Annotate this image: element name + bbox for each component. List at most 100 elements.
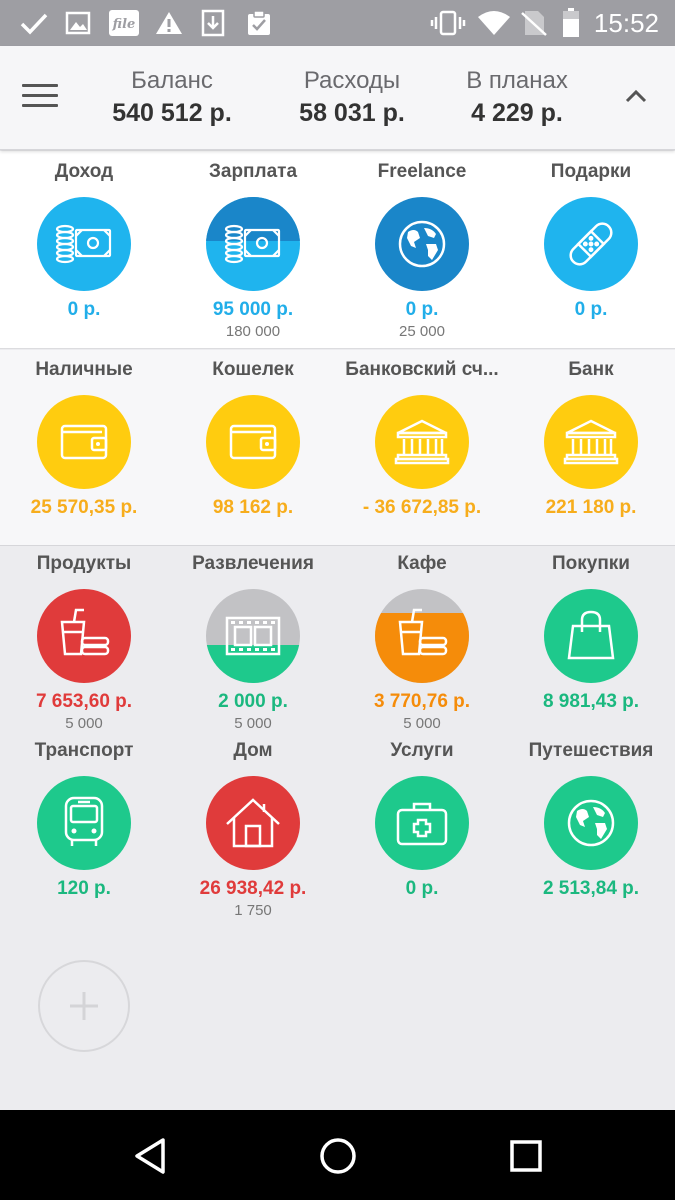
expense-circle [37,776,131,870]
shopping-bag-icon [567,610,615,660]
expense-name: Продукты [36,553,132,574]
account-name: Наличные [35,359,133,380]
money-icon [55,224,112,264]
account-item-koshelek[interactable]: Кошелек 98 162 р. [169,358,337,520]
status-bar: file 15:52 [0,0,675,46]
expense-amount: 0 р. [405,878,439,899]
expense-amount: 8 981,43 р. [542,691,640,712]
account-circle [375,395,469,489]
wifi-icon [476,9,512,37]
account-item-bank-account[interactable]: Банковский сч... - 36 672,85 р. [338,358,506,520]
account-name: Кошелек [212,359,294,380]
expense-name: Дом [233,740,273,761]
income-name: Подарки [550,161,632,182]
recents-icon [510,1140,542,1172]
account-amount: - 36 672,85 р. [362,497,482,518]
income-item-zarplata[interactable]: Зарплата 95 000 р. 180 000 [169,160,337,342]
account-amount: 98 162 р. [212,497,294,518]
balance-summary[interactable]: Баланс 540 512 р. [104,66,240,130]
food-icon [60,608,110,656]
wallet-icon [229,424,277,460]
expense-circle [375,776,469,870]
account-name: Банк [568,359,614,380]
collapse-button[interactable] [623,84,649,110]
balance-label: Баланс [131,67,213,94]
money-icon [224,224,281,264]
expense-name: Кафе [397,553,447,574]
expenses-section: Продукты 7 653,60 р. 5 000 Развлечения 2… [0,547,675,1110]
wallet-icon [60,424,108,460]
expense-circle [544,776,638,870]
balance-value: 540 512 р. [112,99,232,127]
expense-item-uslugi[interactable]: Услуги 0 р. [338,739,506,901]
food-icon [398,608,448,656]
expense-amount: 7 653,60 р. [35,691,133,712]
expenses-label: Расходы [303,67,401,94]
planned-summary[interactable]: В планах 4 229 р. [448,66,586,130]
vibrate-icon [430,9,466,37]
globe-icon [398,220,446,268]
navigation-bar [0,1110,675,1200]
chevron-up-icon [625,89,647,103]
bank-icon [394,419,450,465]
download-icon [200,9,226,37]
expense-item-razvlecheniya[interactable]: Развлечения 2 000 р. 5 000 [169,552,337,734]
income-circle [37,197,131,291]
bandage-icon [569,222,613,266]
income-item-dohod[interactable]: Доход 0 р. [0,160,168,322]
back-button[interactable] [130,1136,170,1176]
expense-item-produkty[interactable]: Продукты 7 653,60 р. 5 000 [0,552,168,734]
expense-item-dom[interactable]: Дом 26 938,42 р. 1 750 [169,739,337,921]
expense-circle [375,589,469,683]
expense-plan: 5 000 [234,715,272,732]
expense-amount: 26 938,42 р. [199,878,307,899]
expense-name: Транспорт [34,740,134,761]
home-icon [320,1138,356,1174]
expense-item-transport[interactable]: Транспорт 120 р. [0,739,168,901]
battery-icon [560,8,582,37]
expense-item-kafe[interactable]: Кафе 3 770,76 р. 5 000 [338,552,506,734]
bank-icon [563,419,619,465]
account-amount: 221 180 р. [545,497,637,518]
income-section: Доход 0 р. Зарплата 95 000 р. 180 000 [0,151,675,349]
summary-header: Баланс 540 512 р. Расходы 58 031 р. В пл… [0,46,675,150]
income-amount: 0 р. [405,299,439,320]
income-name: Freelance [377,161,467,182]
expense-name: Услуги [390,740,454,761]
income-progress-fill [206,197,300,242]
recents-button[interactable] [506,1136,546,1176]
account-item-nalichnye[interactable]: Наличные 25 570,35 р. [0,358,168,520]
expenses-summary[interactable]: Расходы 58 031 р. [284,66,420,130]
income-item-freelance[interactable]: Freelance 0 р. 25 000 [338,160,506,342]
no-sim-icon [520,9,548,37]
income-amount: 95 000 р. [212,299,294,320]
expense-amount: 2 513,84 р. [542,878,640,899]
file-app-icon: file [108,9,140,37]
bus-icon [64,796,104,846]
account-item-bank[interactable]: Банк 221 180 р. [507,358,675,520]
income-circle [375,197,469,291]
income-item-podarki[interactable]: Подарки 0 р. [507,160,675,322]
account-circle [544,395,638,489]
warning-icon [154,9,184,37]
expense-plan: 1 750 [234,902,272,919]
expense-plan: 5 000 [403,715,441,732]
expense-amount: 3 770,76 р. [373,691,471,712]
expense-name: Путешествия [528,740,654,761]
expense-item-puteshestviya[interactable]: Путешествия 2 513,84 р. [507,739,675,901]
house-icon [226,798,280,848]
planned-value: 4 229 р. [471,99,563,127]
home-button[interactable] [318,1136,358,1176]
planned-label: В планах [466,67,568,94]
add-category-button[interactable] [38,960,130,1052]
accounts-section: Наличные 25 570,35 р. Кошелек 98 162 р. … [0,350,675,546]
expense-item-pokupki[interactable]: Покупки 8 981,43 р. [507,552,675,714]
clipboard-check-icon [244,9,274,37]
income-circle [544,197,638,291]
expense-name: Развлечения [192,553,314,574]
expense-name: Покупки [551,553,630,574]
globe-icon [567,799,615,847]
menu-button[interactable] [22,84,58,112]
expense-circle [544,589,638,683]
expense-amount: 120 р. [57,878,111,899]
